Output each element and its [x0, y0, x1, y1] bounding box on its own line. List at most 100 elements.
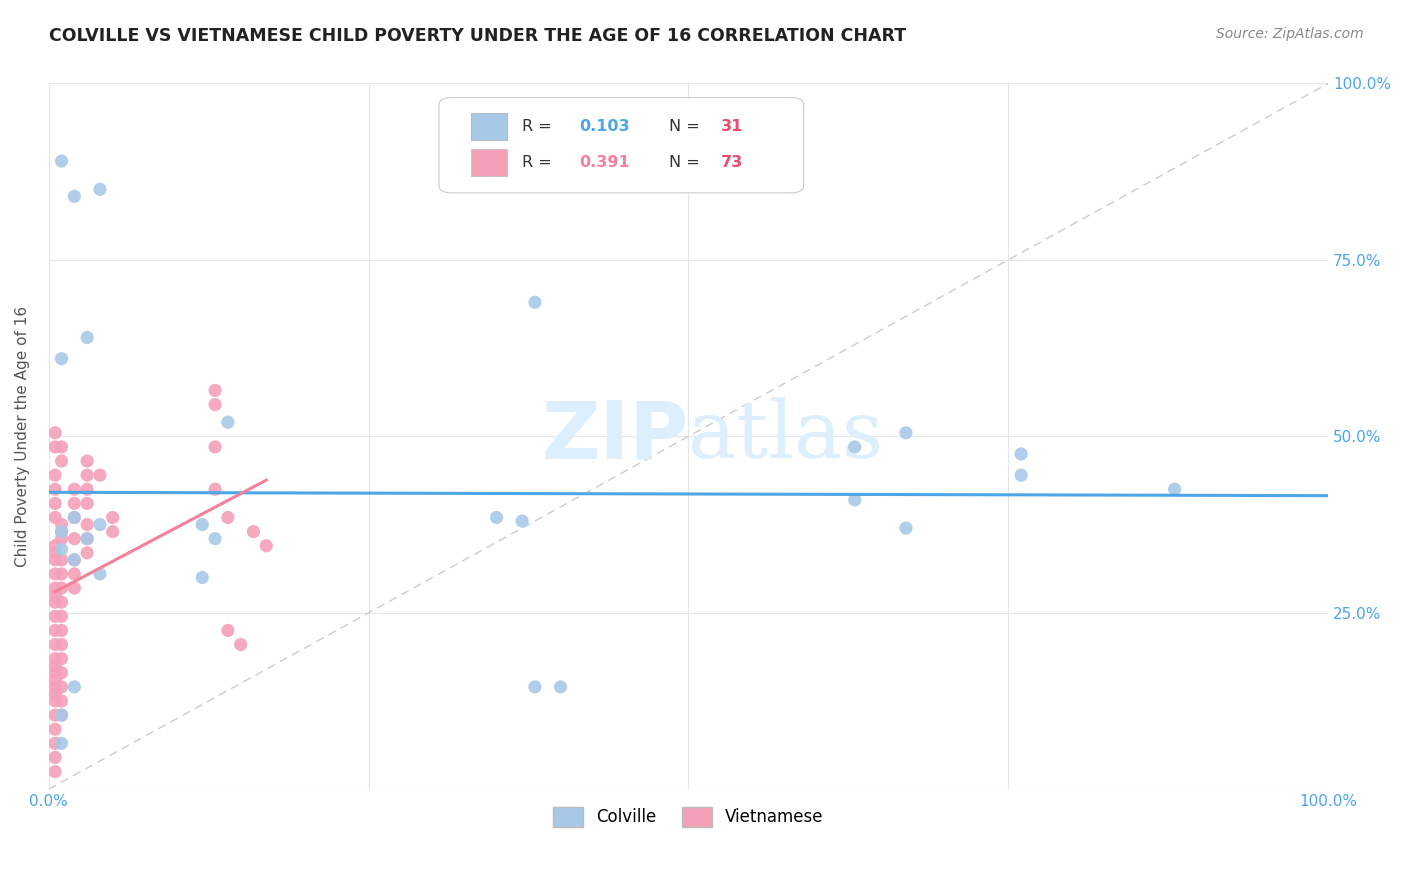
Point: [204, 532, 226, 546]
Point: [44, 546, 66, 560]
Text: R =: R =: [522, 155, 557, 170]
Point: [76, 517, 98, 532]
Point: [44, 680, 66, 694]
Point: [51, 542, 73, 557]
Point: [894, 521, 917, 535]
Point: [217, 624, 239, 638]
Point: [63, 510, 86, 524]
Point: [63, 532, 86, 546]
Point: [51, 609, 73, 624]
Point: [44, 609, 66, 624]
Point: [204, 440, 226, 454]
Point: [76, 546, 98, 560]
Point: [101, 510, 124, 524]
Point: [191, 570, 214, 584]
Point: [51, 694, 73, 708]
Point: [51, 524, 73, 539]
Point: [51, 440, 73, 454]
Text: N =: N =: [669, 155, 706, 170]
Point: [51, 553, 73, 567]
Point: [1163, 483, 1185, 497]
Point: [101, 524, 124, 539]
Point: [63, 680, 86, 694]
Legend: Colville, Vietnamese: Colville, Vietnamese: [547, 800, 831, 834]
Text: R =: R =: [522, 119, 557, 134]
Point: [229, 638, 252, 652]
Point: [76, 468, 98, 483]
Point: [44, 468, 66, 483]
Point: [76, 330, 98, 344]
Point: [89, 566, 111, 581]
Point: [63, 553, 86, 567]
FancyBboxPatch shape: [471, 149, 506, 176]
Point: [44, 673, 66, 687]
Text: N =: N =: [669, 119, 706, 134]
Text: 73: 73: [720, 155, 742, 170]
Point: [523, 295, 546, 310]
Point: [51, 351, 73, 366]
Point: [44, 694, 66, 708]
Point: [44, 595, 66, 609]
Point: [510, 514, 533, 528]
Point: [844, 440, 866, 454]
Point: [51, 651, 73, 665]
Point: [44, 665, 66, 680]
Point: [1010, 447, 1032, 461]
Point: [44, 658, 66, 673]
Point: [44, 723, 66, 737]
Point: [242, 524, 264, 539]
Point: [44, 588, 66, 602]
Point: [44, 708, 66, 723]
FancyBboxPatch shape: [471, 112, 506, 139]
Point: [44, 638, 66, 652]
Point: [217, 510, 239, 524]
Point: [44, 687, 66, 701]
Point: [51, 532, 73, 546]
Point: [44, 440, 66, 454]
Y-axis label: Child Poverty Under the Age of 16: Child Poverty Under the Age of 16: [15, 306, 30, 567]
Text: ZIP: ZIP: [541, 397, 689, 475]
Point: [44, 425, 66, 440]
Point: [51, 517, 73, 532]
Text: 0.391: 0.391: [579, 155, 630, 170]
Point: [76, 454, 98, 468]
Point: [89, 517, 111, 532]
Point: [51, 638, 73, 652]
Point: [89, 468, 111, 483]
Point: [51, 454, 73, 468]
Point: [51, 595, 73, 609]
Point: [44, 566, 66, 581]
Point: [44, 624, 66, 638]
Text: Source: ZipAtlas.com: Source: ZipAtlas.com: [1216, 27, 1364, 41]
Text: 31: 31: [720, 119, 742, 134]
Point: [44, 581, 66, 595]
Point: [63, 553, 86, 567]
FancyBboxPatch shape: [439, 97, 804, 193]
Point: [51, 566, 73, 581]
Point: [51, 624, 73, 638]
Point: [76, 483, 98, 497]
Point: [51, 581, 73, 595]
Text: COLVILLE VS VIETNAMESE CHILD POVERTY UNDER THE AGE OF 16 CORRELATION CHART: COLVILLE VS VIETNAMESE CHILD POVERTY UND…: [49, 27, 907, 45]
Point: [44, 483, 66, 497]
Text: 0.103: 0.103: [579, 119, 630, 134]
Point: [44, 651, 66, 665]
Point: [44, 736, 66, 750]
Point: [217, 415, 239, 429]
Point: [63, 581, 86, 595]
Point: [204, 483, 226, 497]
Point: [550, 680, 572, 694]
Point: [76, 496, 98, 510]
Point: [44, 496, 66, 510]
Point: [63, 510, 86, 524]
Point: [51, 524, 73, 539]
Point: [63, 496, 86, 510]
Point: [894, 425, 917, 440]
Point: [204, 398, 226, 412]
Point: [254, 539, 277, 553]
Point: [1010, 468, 1032, 483]
Point: [844, 492, 866, 507]
Point: [44, 764, 66, 779]
Point: [51, 708, 73, 723]
Point: [191, 517, 214, 532]
